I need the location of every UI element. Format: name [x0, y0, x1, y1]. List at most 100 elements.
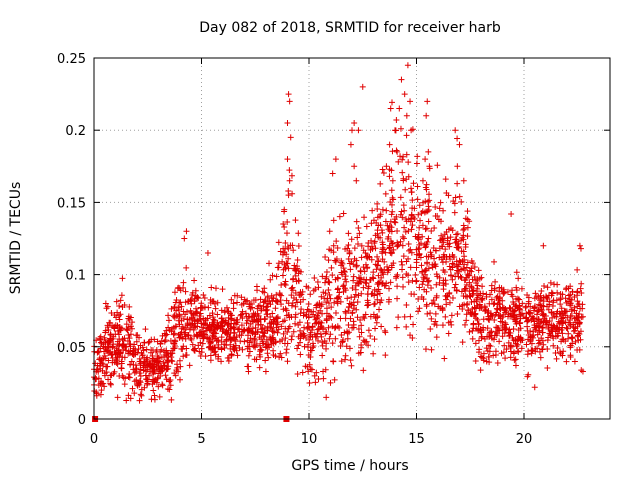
data-point — [567, 283, 574, 290]
data-point — [332, 156, 339, 163]
data-point — [239, 328, 246, 335]
data-point — [531, 305, 538, 312]
data-point — [360, 284, 367, 291]
data-point — [313, 333, 320, 340]
data-point — [139, 352, 146, 359]
data-point — [477, 353, 484, 360]
data-point — [326, 335, 333, 342]
data-point — [548, 309, 555, 316]
data-point — [429, 261, 436, 268]
data-point — [360, 276, 367, 283]
data-point — [382, 190, 389, 197]
x-tick-label: 15 — [408, 432, 425, 447]
data-point — [545, 334, 552, 341]
data-point — [302, 363, 309, 370]
data-point — [101, 352, 108, 359]
data-point — [294, 256, 301, 263]
data-point — [413, 259, 420, 266]
data-point — [133, 365, 140, 372]
data-point — [491, 258, 498, 265]
data-point — [94, 348, 101, 355]
data-point — [210, 316, 217, 323]
plot-frame — [93, 57, 611, 420]
data-point — [234, 316, 241, 323]
data-point — [445, 330, 452, 337]
data-point — [474, 276, 481, 283]
y-tick-label: 0.1 — [65, 269, 86, 284]
data-point — [552, 349, 559, 356]
data-point — [452, 281, 459, 288]
data-point — [547, 279, 554, 286]
data-point — [102, 327, 109, 334]
data-point — [163, 327, 170, 334]
data-point — [118, 292, 125, 299]
data-point — [379, 206, 386, 213]
data-point — [367, 276, 374, 283]
data-point — [286, 314, 293, 321]
data-point — [428, 300, 435, 307]
data-point — [178, 317, 185, 324]
data-point — [498, 350, 505, 357]
data-point — [278, 281, 285, 288]
data-point — [512, 340, 519, 347]
data-point — [529, 347, 536, 354]
data-point — [218, 338, 225, 345]
data-point — [252, 331, 259, 338]
data-point — [488, 287, 495, 294]
data-point — [200, 315, 207, 322]
data-point — [368, 220, 375, 227]
data-point — [243, 320, 250, 327]
data-point — [501, 342, 508, 349]
data-point — [455, 273, 462, 280]
data-point — [456, 303, 463, 310]
data-point — [474, 316, 481, 323]
data-point — [238, 301, 245, 308]
data-point — [133, 338, 140, 345]
data-point — [241, 338, 248, 345]
data-point — [155, 355, 162, 362]
data-point — [399, 169, 406, 176]
data-point — [102, 344, 109, 351]
data-point — [407, 98, 414, 105]
data-point — [200, 320, 207, 327]
data-point — [171, 289, 178, 296]
data-point — [449, 294, 456, 301]
data-point — [461, 253, 468, 260]
data-point — [236, 332, 243, 339]
data-point — [397, 153, 404, 160]
data-point — [424, 260, 431, 267]
data-point — [310, 342, 317, 349]
data-point — [436, 254, 443, 261]
data-point — [492, 278, 499, 285]
data-point — [573, 314, 580, 321]
data-point — [323, 305, 330, 312]
data-point — [461, 301, 468, 308]
data-point — [403, 323, 410, 330]
data-point — [446, 290, 453, 297]
data-point — [211, 317, 218, 324]
data-point — [408, 226, 415, 233]
data-point — [454, 267, 461, 274]
data-point — [409, 277, 416, 284]
data-point — [363, 223, 370, 230]
data-point — [123, 397, 130, 404]
data-point — [301, 343, 308, 350]
data-point — [120, 374, 127, 381]
data-point — [288, 172, 295, 179]
data-point — [212, 351, 219, 358]
data-point — [567, 313, 574, 320]
data-point — [464, 216, 471, 223]
data-point — [434, 162, 441, 169]
data-point — [428, 228, 435, 235]
data-point — [491, 285, 498, 292]
data-point — [568, 306, 575, 313]
data-point — [486, 359, 493, 366]
data-point — [132, 346, 139, 353]
data-point — [112, 331, 119, 338]
data-point — [490, 352, 497, 359]
data-point — [247, 320, 254, 327]
data-point — [182, 335, 189, 342]
data-point — [323, 394, 330, 401]
data-point — [297, 327, 304, 334]
data-point — [340, 282, 347, 289]
